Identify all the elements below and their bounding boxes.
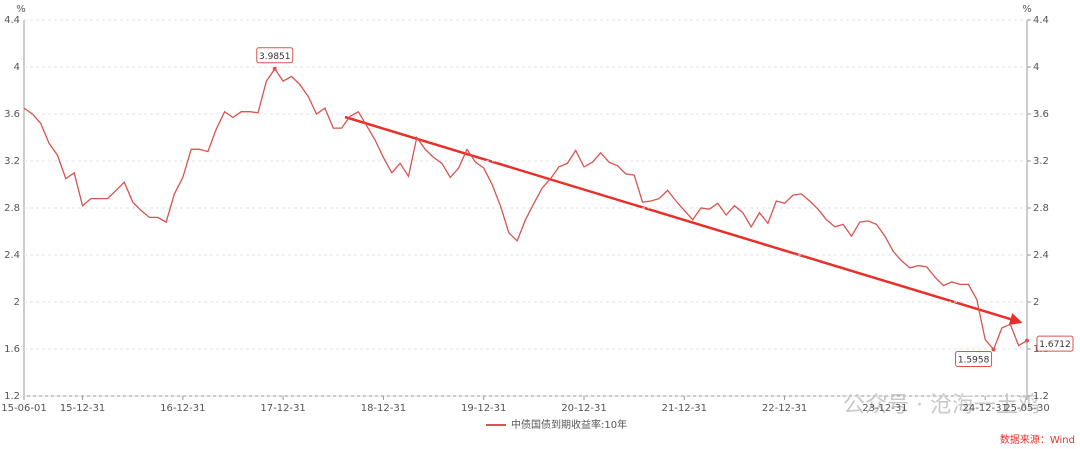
y-tick-label: 1.6	[4, 344, 20, 355]
x-tick-label: 15-06-01	[1, 403, 46, 414]
value-label: 3.9851	[259, 52, 291, 62]
y-tick-label: 2.4	[4, 250, 20, 261]
source: 数据来源：Wind	[1000, 433, 1075, 446]
y2-tick-label: 4	[1033, 62, 1039, 73]
y-tick-label: 4.4	[4, 15, 20, 26]
y-tick-label: 4	[14, 62, 20, 73]
value-label-box	[256, 47, 294, 64]
trend-arrow	[344, 115, 1023, 326]
x-tick-label: 22-12-31	[762, 403, 807, 414]
x-tick-label: 21-12-31	[662, 403, 707, 414]
y-tick-label: 2.8	[4, 203, 20, 214]
y2-tick-label: 2.8	[1033, 203, 1049, 214]
y-tick-label: 3.2	[4, 156, 20, 167]
point	[1025, 338, 1029, 343]
y-tick-label: 2	[14, 297, 20, 308]
y2-tick-label: 4.4	[1033, 15, 1049, 26]
value-label-box	[955, 350, 993, 367]
line	[23, 67, 1028, 351]
value-label: 1.5958	[958, 355, 990, 365]
y2-unit: %	[1022, 4, 1032, 15]
x-tick-label: 23-12-31	[862, 403, 907, 414]
y-tick-label: 1.2	[4, 391, 20, 402]
x-tick-label: 20-12-31	[561, 403, 606, 414]
y2-tick-label: 2	[1033, 297, 1039, 308]
y2-tick-label: 3.2	[1033, 156, 1049, 167]
x-tick-label: 25-05-30	[1004, 403, 1049, 414]
y2-tick-label: 3.6	[1033, 109, 1049, 120]
watermark: 公众号 · 沧海一土鸡	[843, 393, 1040, 418]
x-tick-label: 15-12-31	[60, 403, 105, 414]
point	[272, 66, 277, 71]
x-tick-label: 17-12-31	[260, 403, 305, 414]
y2-tick-label: 1.2	[1033, 391, 1049, 402]
x-tick-label: 16-12-31	[160, 403, 205, 414]
legend-label: 中债国债到期收益率:10年	[511, 418, 627, 431]
x-tick-label: 18-12-31	[361, 403, 406, 414]
value-label-box	[1036, 335, 1074, 352]
y-unit: %	[16, 4, 26, 15]
x-tick-label: 19-12-31	[461, 403, 506, 414]
x-tick-label: 24-12-31	[963, 403, 1008, 414]
point	[991, 347, 996, 352]
value-label: 1.6712	[1039, 340, 1071, 350]
y-tick-label: 3.6	[4, 109, 20, 120]
y2-tick-label: 2.4	[1033, 250, 1049, 261]
